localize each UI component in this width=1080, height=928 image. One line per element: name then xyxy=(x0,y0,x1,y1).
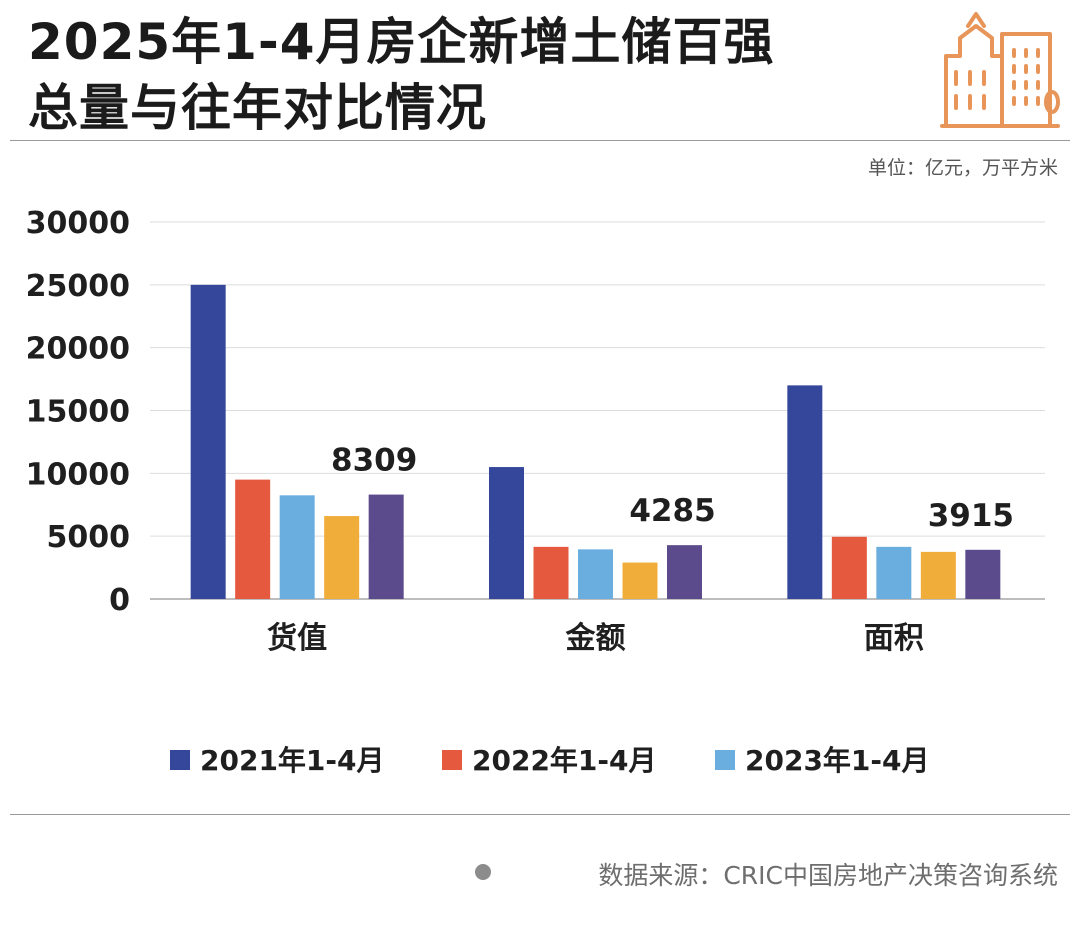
y-tick-label: 30000 xyxy=(26,206,130,241)
data-label: 4285 xyxy=(629,493,715,529)
building-icon xyxy=(940,12,1060,128)
top-divider xyxy=(10,140,1070,141)
bullet-dot-icon xyxy=(475,864,491,880)
unit-label: 单位：亿元，万平方米 xyxy=(867,157,1058,179)
labels-layer: 货值 金额 面积 8309 4285 3915 xyxy=(267,443,1014,656)
bar-金额-series-1 xyxy=(489,467,524,599)
legend: 2021年1-4月 2022年1-4月 2023年1-4月 xyxy=(170,744,930,777)
bar-货值-series-4 xyxy=(324,516,360,599)
data-label: 8309 xyxy=(331,443,417,479)
x-category-label: 金额 xyxy=(565,621,626,656)
bar-货值-series-1 xyxy=(190,284,226,599)
y-tick-label: 20000 xyxy=(26,332,130,367)
chart-title-line-2: 总量与往年对比情况 xyxy=(28,79,487,137)
bars-layer xyxy=(190,284,1001,599)
legend-label: 2021年1-4月 xyxy=(200,744,385,777)
bar-面积-series-4 xyxy=(920,551,956,599)
y-tick-label: 0 xyxy=(109,583,130,618)
y-tick-label: 15000 xyxy=(26,395,130,430)
bar-金额-series-3 xyxy=(578,549,613,599)
legend-swatch xyxy=(442,750,462,770)
legend-swatch xyxy=(715,750,735,770)
chart-title-line-1: 2025年1-4月房企新增土储百强 xyxy=(28,13,775,71)
bar-面积-series-2 xyxy=(831,536,867,599)
bar-chart: 0 5000 10000 15000 20000 25000 30000 货值 金额 面积 830… xyxy=(26,206,1045,777)
data-source: 数据来源：CRIC中国房地产决策咨询系统 xyxy=(598,861,1058,890)
bar-面积-series-1 xyxy=(787,385,823,599)
bar-货值-series-5 xyxy=(368,494,404,599)
legend-label: 2023年1-4月 xyxy=(745,744,930,777)
bar-金额-series-4 xyxy=(622,562,658,599)
bar-货值-series-2 xyxy=(235,479,271,599)
x-category-label: 货值 xyxy=(267,621,327,656)
bar-货值-series-3 xyxy=(279,495,315,599)
y-tick-label: 5000 xyxy=(47,520,131,555)
bar-金额-series-5 xyxy=(667,545,702,599)
bar-面积-series-3 xyxy=(876,546,912,599)
grid-layer: 0 5000 10000 15000 20000 25000 30000 xyxy=(26,206,1045,618)
bar-金额-series-2 xyxy=(533,546,569,599)
legend-swatch xyxy=(170,750,190,770)
bottom-divider xyxy=(10,814,1070,815)
bar-面积-series-5 xyxy=(965,549,1001,599)
y-tick-label: 10000 xyxy=(26,457,130,492)
x-category-label: 面积 xyxy=(864,621,924,656)
data-label: 3915 xyxy=(928,498,1014,534)
y-tick-label: 25000 xyxy=(26,269,130,304)
legend-label: 2022年1-4月 xyxy=(472,744,657,777)
